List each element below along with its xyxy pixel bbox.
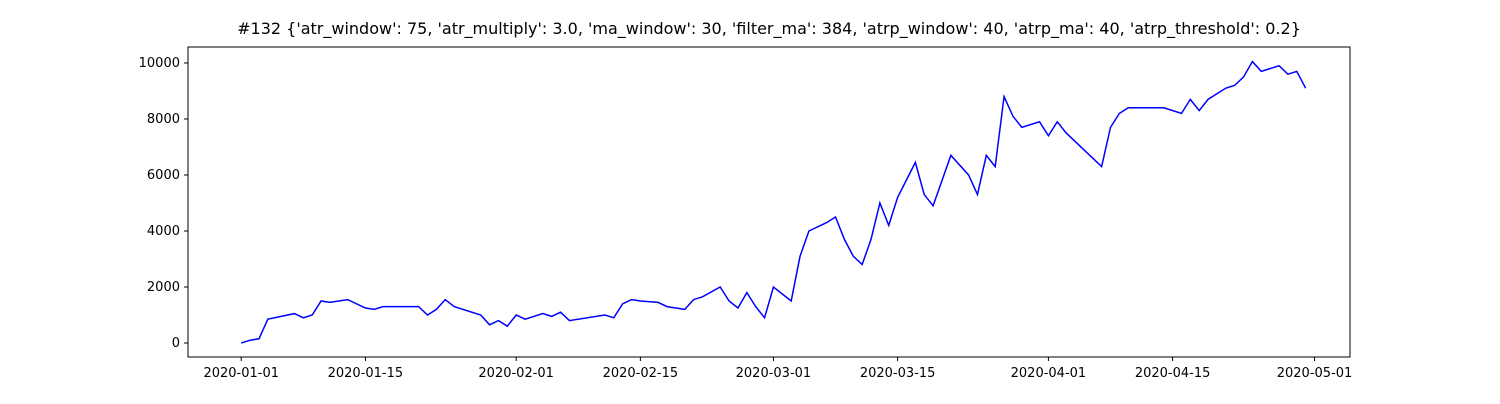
y-tick-label: 4000 <box>147 224 180 239</box>
y-tick-label: 0 <box>172 336 180 351</box>
x-tick-label: 2020-03-01 <box>736 366 812 381</box>
y-tick-label: 2000 <box>147 280 180 295</box>
plot-frame <box>187 46 1351 358</box>
y-tick-label: 10000 <box>139 56 180 71</box>
chart-title: #132 {'atr_window': 75, 'atr_multiply': … <box>237 19 1301 39</box>
x-tick-label: 2020-05-01 <box>1277 366 1353 381</box>
data-line <box>240 60 1307 344</box>
x-tick-label: 2020-04-01 <box>1011 366 1087 381</box>
y-tick-label: 6000 <box>147 168 180 183</box>
y-tick-label: 8000 <box>147 112 180 127</box>
x-tick-label: 2020-04-15 <box>1135 366 1211 381</box>
x-tick-label: 2020-01-01 <box>203 366 279 381</box>
x-tick-label: 2020-02-01 <box>478 366 554 381</box>
x-tick-label: 2020-03-15 <box>860 366 936 381</box>
x-tick-label: 2020-01-15 <box>328 366 404 381</box>
x-tick-label: 2020-02-15 <box>603 366 679 381</box>
